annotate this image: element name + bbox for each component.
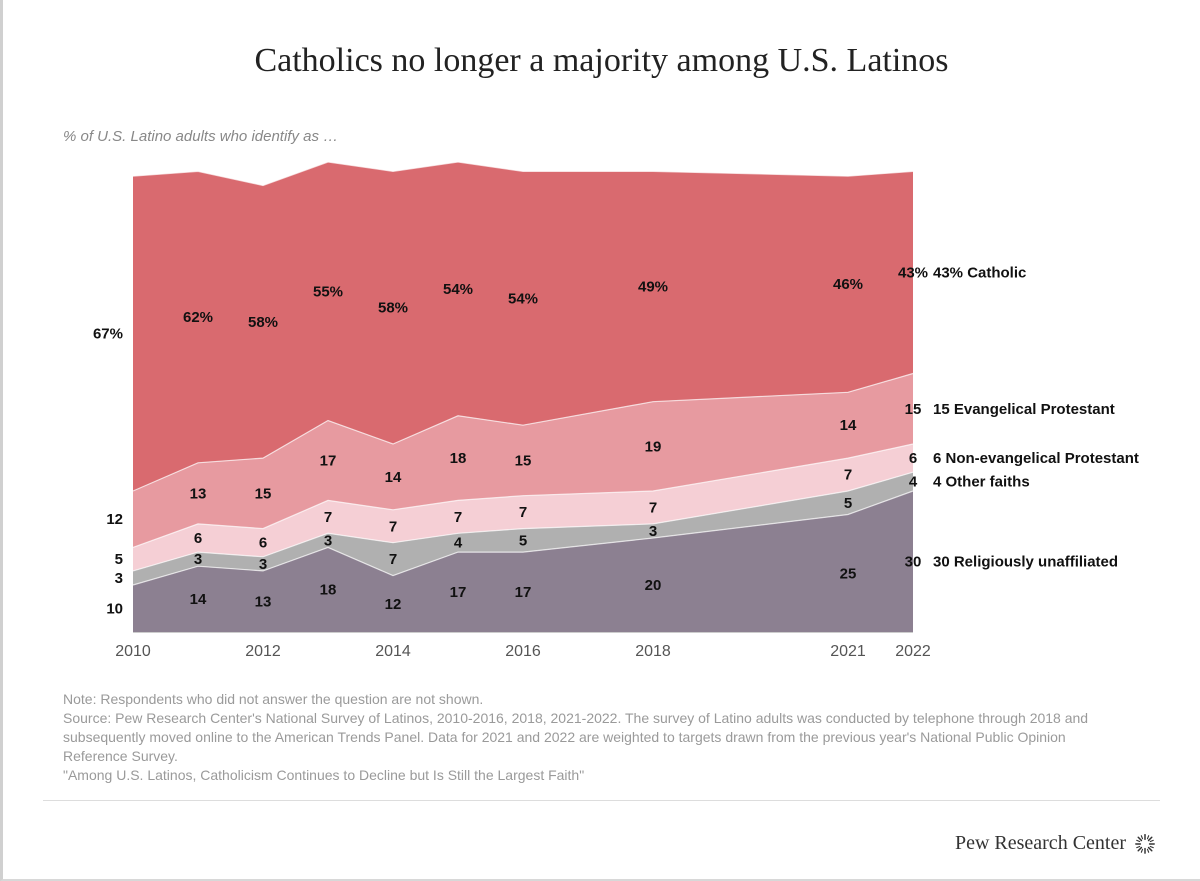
- svg-text:49%: 49%: [638, 279, 668, 296]
- svg-text:17: 17: [450, 584, 467, 601]
- svg-text:4: 4: [454, 535, 463, 552]
- svg-text:17: 17: [320, 452, 337, 469]
- svg-text:30 Religiously unaffiliated: 30 Religiously unaffiliated: [933, 554, 1118, 571]
- svg-text:55%: 55%: [313, 283, 343, 300]
- svg-text:5: 5: [519, 532, 527, 549]
- svg-text:62%: 62%: [183, 309, 213, 326]
- chart-notes: Note: Respondents who did not answer the…: [63, 690, 1113, 784]
- svg-text:30: 30: [905, 554, 922, 571]
- svg-text:4 Other faiths: 4 Other faiths: [933, 474, 1030, 491]
- svg-text:58%: 58%: [378, 300, 408, 317]
- note-line: Note: Respondents who did not answer the…: [63, 690, 1113, 709]
- svg-text:7: 7: [324, 509, 332, 526]
- svg-text:2010: 2010: [115, 643, 151, 660]
- svg-text:17: 17: [515, 584, 532, 601]
- svg-text:19: 19: [645, 438, 662, 455]
- svg-text:2018: 2018: [635, 643, 671, 660]
- svg-text:14: 14: [840, 417, 857, 434]
- svg-text:46%: 46%: [833, 276, 863, 293]
- svg-text:2021: 2021: [830, 643, 866, 660]
- svg-text:14: 14: [190, 591, 207, 608]
- svg-text:54%: 54%: [508, 290, 538, 307]
- svg-text:18: 18: [320, 582, 337, 599]
- svg-text:12: 12: [385, 596, 402, 613]
- svg-text:18: 18: [450, 450, 467, 467]
- svg-text:7: 7: [389, 518, 397, 535]
- svg-text:10: 10: [106, 601, 123, 618]
- svg-text:3: 3: [115, 570, 123, 587]
- svg-text:3: 3: [259, 556, 267, 573]
- chart-svg: 2010201220142016201820212022101413181217…: [63, 162, 1143, 672]
- stacked-area-chart: 2010201220142016201820212022101413181217…: [63, 162, 1143, 672]
- svg-text:6 Non-evangelical Protestant: 6 Non-evangelical Protestant: [933, 450, 1139, 467]
- divider: [43, 800, 1160, 801]
- svg-text:4: 4: [909, 474, 918, 491]
- svg-text:2014: 2014: [375, 643, 411, 660]
- footer-brand: Pew Research Center: [955, 832, 1156, 855]
- svg-text:67%: 67%: [93, 326, 123, 343]
- svg-text:5: 5: [844, 495, 852, 512]
- chart-page: Catholics no longer a majority among U.S…: [0, 0, 1200, 881]
- svg-text:12: 12: [106, 511, 123, 528]
- svg-text:15: 15: [515, 452, 532, 469]
- svg-text:2016: 2016: [505, 643, 541, 660]
- svg-text:25: 25: [840, 565, 857, 582]
- svg-text:7: 7: [389, 551, 397, 568]
- note-line: "Among U.S. Latinos, Catholicism Continu…: [63, 766, 1113, 785]
- svg-text:7: 7: [454, 509, 462, 526]
- svg-text:2012: 2012: [245, 643, 281, 660]
- svg-text:15: 15: [255, 485, 272, 502]
- svg-text:54%: 54%: [443, 281, 473, 298]
- svg-text:2022: 2022: [895, 643, 931, 660]
- svg-text:3: 3: [324, 532, 332, 549]
- svg-text:3: 3: [649, 523, 657, 540]
- svg-text:6: 6: [259, 535, 267, 552]
- note-line: Source: Pew Research Center's National S…: [63, 709, 1113, 766]
- svg-text:58%: 58%: [248, 314, 278, 331]
- svg-text:13: 13: [190, 485, 207, 502]
- svg-text:6: 6: [194, 530, 202, 547]
- footer-text: Pew Research Center: [955, 832, 1126, 855]
- chart-subtitle: % of U.S. Latino adults who identify as …: [63, 128, 338, 145]
- svg-text:14: 14: [385, 469, 402, 486]
- svg-text:43%: 43%: [898, 264, 928, 281]
- svg-text:3: 3: [194, 551, 202, 568]
- sunburst-icon: [1134, 833, 1156, 855]
- svg-text:7: 7: [649, 499, 657, 516]
- svg-text:7: 7: [844, 467, 852, 484]
- svg-text:7: 7: [519, 504, 527, 521]
- svg-text:6: 6: [909, 450, 917, 467]
- svg-text:43% Catholic: 43% Catholic: [933, 264, 1026, 281]
- svg-text:20: 20: [645, 577, 662, 594]
- svg-text:15 Evangelical Protestant: 15 Evangelical Protestant: [933, 401, 1115, 418]
- svg-text:13: 13: [255, 593, 272, 610]
- chart-title: Catholics no longer a majority among U.S…: [3, 42, 1200, 80]
- svg-text:5: 5: [115, 551, 123, 568]
- svg-text:15: 15: [905, 401, 922, 418]
